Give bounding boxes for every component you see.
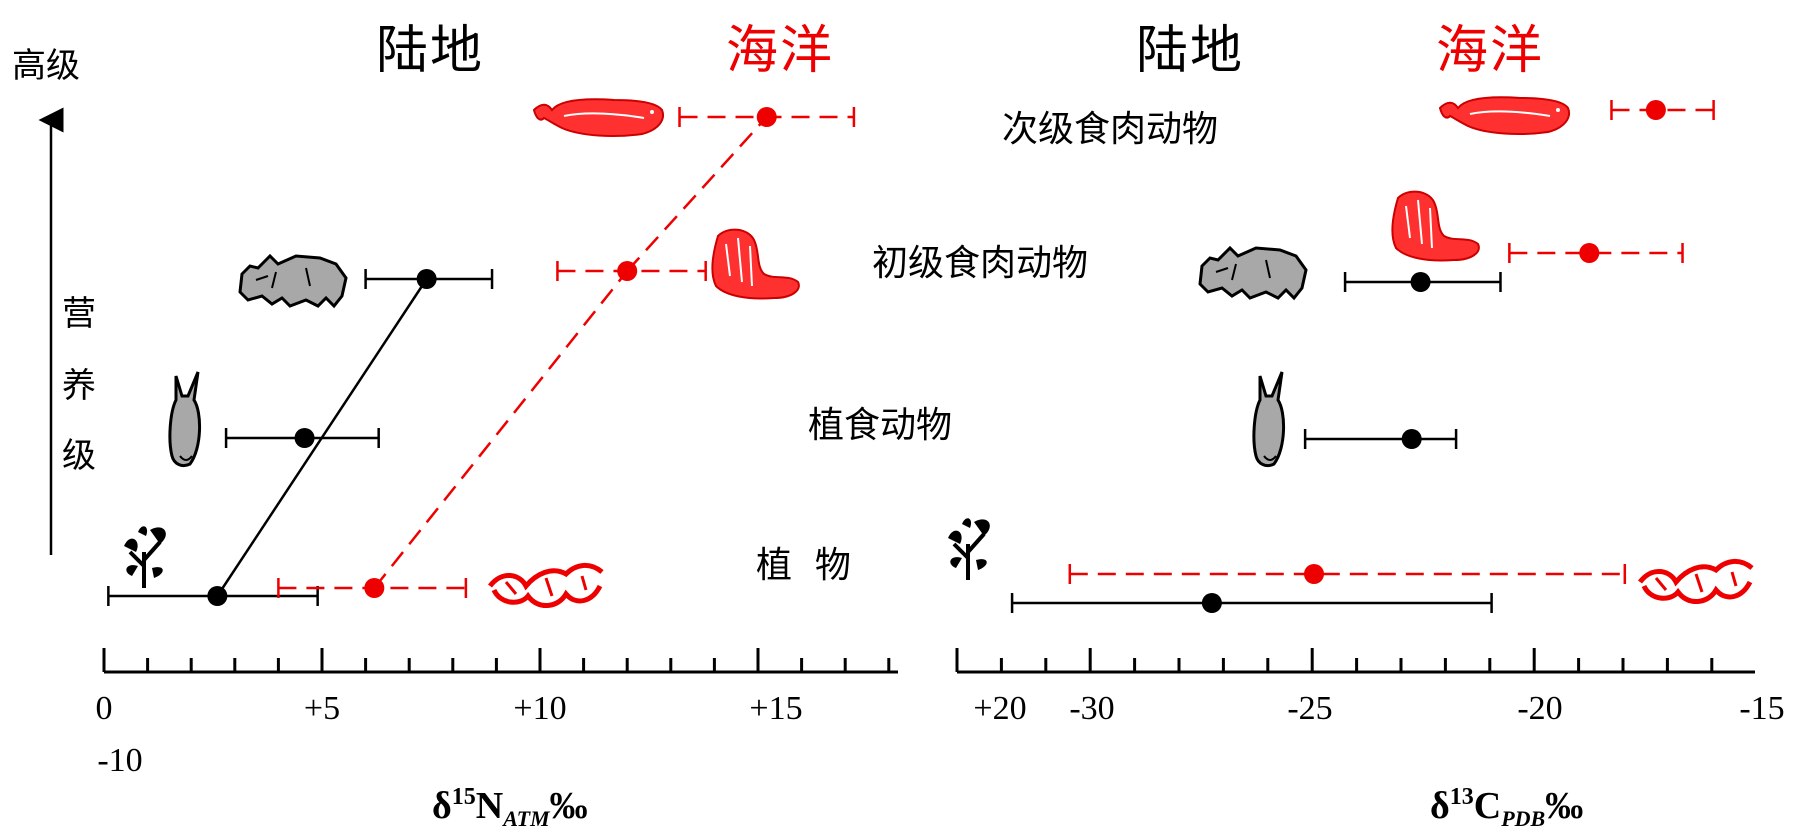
plant-icon <box>124 526 166 588</box>
c-axis-unit: ‰ <box>1545 785 1584 827</box>
n-tick-label-15: +15 <box>749 690 803 727</box>
rabbit-icon <box>1252 371 1286 468</box>
data-point <box>207 586 228 606</box>
level-label-herbivore: 植食动物 <box>808 405 953 446</box>
n-axis-sup: 15 <box>451 784 476 810</box>
data-point <box>1201 593 1222 613</box>
whale-icon <box>532 98 664 137</box>
c-tick-label-plus20: +20 <box>973 690 1027 727</box>
data-point <box>1645 100 1666 120</box>
sea-trend-line <box>626 116 768 272</box>
sea-lion-icon <box>711 228 800 300</box>
level-label-primary-carnivore: 初级食肉动物 <box>872 243 1089 284</box>
wolf-icon <box>238 253 348 309</box>
data-point <box>1410 272 1431 292</box>
trophic-char-1: 营 <box>62 294 96 334</box>
header-land-left: 陆地 <box>376 21 485 81</box>
n-tick-label-0: 0 <box>95 690 113 727</box>
c-tick-label-minus15: -15 <box>1739 690 1785 727</box>
c-tick-label-minus20: -20 <box>1517 690 1563 727</box>
c-tick-label-minus25: -25 <box>1287 690 1333 727</box>
data-marks <box>107 100 1715 613</box>
n-tick-label-minus10: -10 <box>97 742 143 779</box>
trophic-char-3: 级 <box>62 436 96 476</box>
c-axis-ticks <box>955 648 1714 672</box>
c-axis-main: C <box>1473 785 1502 827</box>
n-tick-label-5: +5 <box>303 690 341 727</box>
data-point <box>416 269 437 289</box>
trend-lines <box>216 116 768 597</box>
n-axis-title: δ15NATM‰ <box>432 784 588 832</box>
trophic-char-2: 养 <box>62 366 96 406</box>
level-label-secondary-carnivore: 次级食肉动物 <box>1002 109 1219 150</box>
n-axis-sub: ATM <box>503 806 550 831</box>
seaweed-icon <box>1638 559 1754 604</box>
data-point <box>1304 564 1324 584</box>
c-axis-sup: 13 <box>1449 784 1474 810</box>
whale-icon <box>1438 96 1570 135</box>
c-axis-delta: δ <box>1430 785 1450 827</box>
n-axis-delta: δ <box>432 785 452 827</box>
n-axis-main: N <box>475 785 504 827</box>
sea-lion-icon <box>1391 190 1480 262</box>
wolf-icon <box>1198 245 1308 301</box>
seaweed-icon <box>488 563 604 608</box>
header-sea-left: 海洋 <box>726 21 835 81</box>
level-label-plant: 植 物 <box>756 545 851 586</box>
c-axis-title: δ13CPDB‰ <box>1430 784 1583 832</box>
data-point <box>1401 429 1422 449</box>
c-tick-label-minus30: -30 <box>1069 690 1115 727</box>
data-point <box>364 578 385 598</box>
header-sea-right: 海洋 <box>1436 21 1545 81</box>
sea-trend-line <box>373 270 629 589</box>
trophic-high-label: 高级 <box>12 46 80 86</box>
n-axis-unit: ‰ <box>549 785 588 827</box>
data-point <box>617 261 638 281</box>
rabbit-icon <box>168 371 202 468</box>
c-axis-sub: PDB <box>1501 806 1546 831</box>
data-point <box>294 428 315 448</box>
header-land-right: 陆地 <box>1136 21 1245 81</box>
data-point <box>756 107 777 127</box>
n-tick-label-10: +10 <box>513 690 567 727</box>
plant-icon <box>948 518 990 580</box>
n-axis-ticks <box>102 648 891 672</box>
data-point <box>1579 243 1600 263</box>
